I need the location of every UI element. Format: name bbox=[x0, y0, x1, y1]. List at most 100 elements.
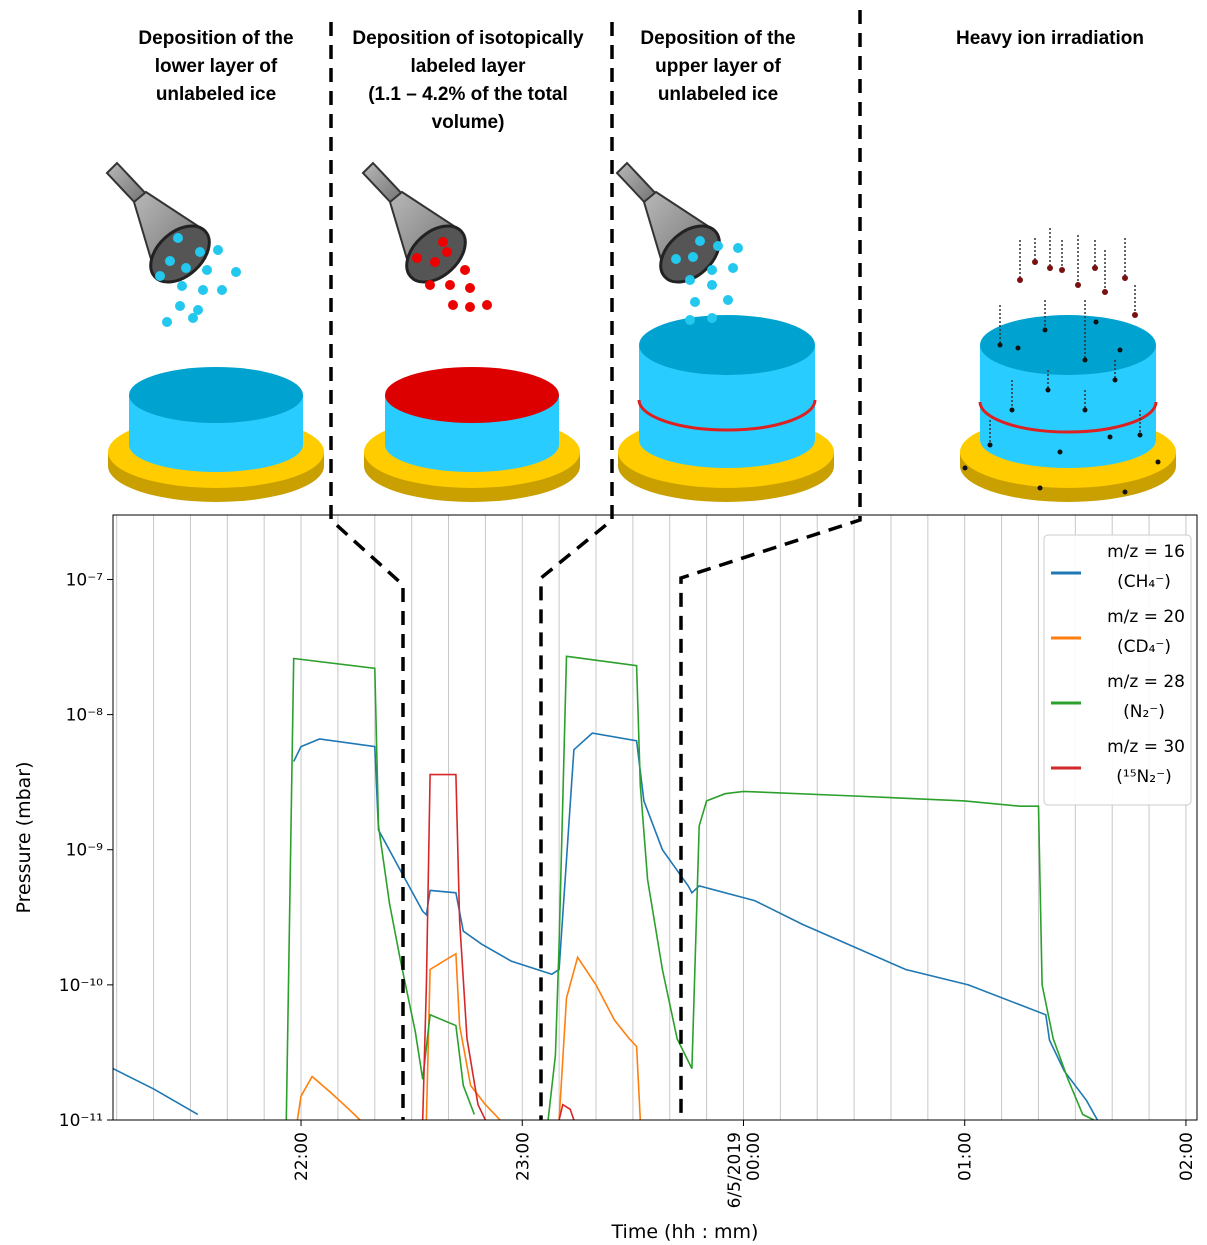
panel-3-drawing bbox=[733, 243, 743, 253]
legend-label: m/z = 16 bbox=[1107, 542, 1185, 562]
panel-4-drawing bbox=[1045, 387, 1051, 393]
panel-4-drawing bbox=[987, 442, 993, 448]
panel-3-drawing bbox=[707, 313, 717, 323]
y-axis-label: Pressure (mbar) bbox=[13, 761, 35, 913]
panel-4-drawing bbox=[1047, 265, 1053, 271]
panel-4-drawing bbox=[1042, 327, 1048, 333]
panel-title: Deposition of the lower layer of unlabeled… bbox=[138, 28, 293, 105]
panel-2-drawing bbox=[465, 283, 475, 293]
panel-4-drawing bbox=[1017, 277, 1023, 283]
legend-label: m/z = 28 bbox=[1107, 672, 1185, 692]
panel-2-drawing bbox=[412, 237, 492, 312]
series-line bbox=[421, 773, 575, 1120]
panel-3-drawing bbox=[615, 161, 834, 502]
series-line bbox=[113, 732, 1099, 1120]
panel-title-line: Deposition of isotopically bbox=[352, 28, 584, 49]
panel-1-drawing bbox=[198, 285, 208, 295]
panel-4-drawing bbox=[962, 465, 968, 471]
panel-4-drawing bbox=[1122, 275, 1128, 281]
panel-1-drawing bbox=[213, 245, 223, 255]
panel-1-drawing bbox=[105, 161, 324, 502]
legend-formula: (¹⁵N₂⁻) bbox=[1116, 767, 1171, 787]
panel-4-drawing bbox=[1112, 377, 1118, 383]
panel-2-drawing bbox=[448, 300, 458, 310]
panel-title: Deposition of the upper layer of unlabeled… bbox=[640, 28, 795, 105]
panel-1-drawing bbox=[193, 305, 203, 315]
panel-3-drawing bbox=[685, 275, 695, 285]
legend: m/z = 16 (CH₄⁻) m/z = 20 (CD₄⁻) m/z = 28 (N₂⁻… bbox=[1043, 534, 1192, 806]
panel-1-drawing bbox=[181, 263, 191, 273]
panel-title-line: unlabeled ice bbox=[658, 84, 778, 105]
legend-label: m/z = 30 bbox=[1107, 737, 1185, 757]
panel-1-drawing bbox=[155, 233, 241, 327]
phase-dividers bbox=[329, 22, 405, 1120]
x-tick-label: 6/5/201900:00 bbox=[725, 1132, 764, 1208]
panel-1-drawing bbox=[195, 247, 205, 257]
panel-4-drawing bbox=[962, 319, 1161, 495]
panel-3-drawing bbox=[728, 263, 738, 273]
panel-3-drawing bbox=[690, 297, 700, 307]
panel-4-drawing bbox=[1122, 489, 1128, 495]
panel-title-line: lower layer of bbox=[155, 56, 278, 77]
panel-1-drawing bbox=[165, 256, 175, 266]
panel-1-drawing bbox=[173, 233, 183, 243]
panel-title: Heavy ion irradiation bbox=[956, 28, 1144, 49]
panel-4-drawing bbox=[1075, 282, 1081, 288]
panel-4-drawing bbox=[1155, 459, 1161, 465]
plot: 22:00 23:00 6/5/201900:00 01:00 02:00 10⁻¹¹ 10… bbox=[13, 514, 1198, 1243]
panel-4-drawing bbox=[1009, 407, 1015, 413]
panel-3-drawing bbox=[637, 399, 817, 432]
axes-frame bbox=[112, 514, 1198, 1121]
x-tick-label-line: 00:00 bbox=[744, 1132, 764, 1181]
panel-3-drawing bbox=[707, 265, 717, 275]
series-lines bbox=[113, 655, 1099, 1120]
panel-2-drawing bbox=[385, 367, 559, 423]
y-tick-label: 10⁻⁷ bbox=[66, 570, 104, 590]
panel-4-drawing bbox=[1093, 319, 1099, 325]
panel-title-line: volume) bbox=[432, 112, 505, 133]
panel-4-drawing bbox=[1057, 449, 1063, 455]
panel-title-line: (1.1 – 4.2% of the total bbox=[368, 84, 568, 105]
y-tick-label: 10⁻¹⁰ bbox=[59, 976, 103, 996]
legend-formula: (CD₄⁻) bbox=[1117, 637, 1171, 657]
panel-title-line: Deposition of the bbox=[138, 28, 293, 49]
panel-1-drawing bbox=[231, 267, 241, 277]
panel-4-drawing bbox=[1082, 407, 1088, 413]
x-tick-label-line: 6/5/2019 bbox=[725, 1132, 745, 1208]
panel-2-drawing bbox=[425, 280, 435, 290]
panel-1-drawing bbox=[177, 281, 187, 291]
panel-2-drawing bbox=[438, 237, 448, 247]
panel-4-drawing bbox=[1132, 312, 1138, 318]
panel-1-drawing bbox=[155, 271, 165, 281]
panel-title-line: unlabeled ice bbox=[156, 84, 276, 105]
panel-4-drawing bbox=[1032, 259, 1038, 265]
panel-2-drawing bbox=[465, 302, 475, 312]
illustration: Deposition of the lower layer of unlabeled… bbox=[105, 28, 1176, 502]
panel-1-drawing bbox=[162, 317, 172, 327]
panel-3-drawing bbox=[671, 254, 681, 264]
legend-formula: (CH₄⁻) bbox=[1117, 572, 1171, 592]
panel-4-drawing bbox=[1017, 259, 1138, 318]
panel-2-drawing bbox=[460, 265, 470, 275]
x-tick-label: 23:00 bbox=[513, 1132, 533, 1181]
x-tick-label: 22:00 bbox=[292, 1132, 312, 1181]
legend-label: m/z = 20 bbox=[1107, 607, 1185, 627]
panel-3-drawing bbox=[685, 315, 695, 325]
panel-4-drawing bbox=[1137, 432, 1143, 438]
panel-1-drawing bbox=[129, 367, 303, 423]
panel-4-drawing bbox=[978, 401, 1158, 434]
x-tick-label: 02:00 bbox=[1177, 1132, 1197, 1181]
panel-3-drawing bbox=[695, 236, 705, 246]
panel-4-drawing bbox=[1082, 357, 1088, 363]
panel-title-line: Heavy ion irradiation bbox=[956, 28, 1144, 49]
panel-4-drawing bbox=[1107, 434, 1113, 440]
legend-box bbox=[1043, 534, 1192, 806]
y-tick-label: 10⁻⁹ bbox=[66, 841, 104, 861]
panel-4-drawing bbox=[1037, 485, 1043, 491]
panel-1-drawing bbox=[175, 301, 185, 311]
panel-4-drawing bbox=[1015, 345, 1021, 351]
panel-2-drawing bbox=[445, 280, 455, 290]
y-tick-label: 10⁻⁸ bbox=[66, 706, 104, 726]
panel-4-drawing bbox=[980, 315, 1156, 375]
